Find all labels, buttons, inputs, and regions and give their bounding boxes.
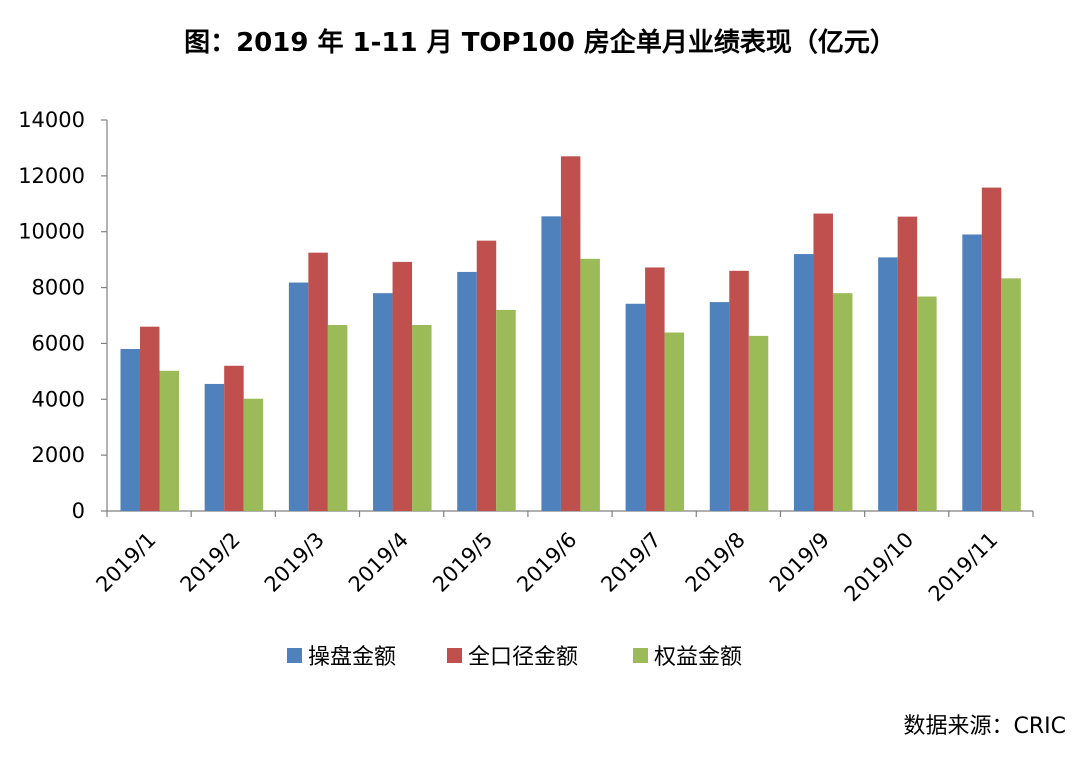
bar-2019-5-s2 — [496, 309, 516, 511]
y-tick-label: 6000 — [32, 331, 85, 355]
bar-2019-9-s2 — [832, 293, 853, 511]
x-tick-label: 2019/1 — [91, 528, 160, 597]
bar-chart: 2019/1 2019/2 2019/3 2019/4 2019/5 2019/6 2019… — [18, 108, 1034, 670]
y-tick-label: 8000 — [32, 276, 85, 300]
bar-2019-5-s0 — [457, 271, 477, 511]
y-tick-labels: 0 2000 4000 6000 8000 10000 12000 14000 — [18, 108, 107, 523]
bar-2019-10-s1 — [897, 216, 918, 511]
x-tick-label: 2019/3 — [260, 528, 329, 597]
bar-2019-3-s1 — [308, 252, 328, 512]
bar-2019-2-s2 — [243, 398, 264, 511]
bar-2019-8-s1 — [729, 270, 749, 511]
legend-label: 权益金额 — [654, 645, 742, 670]
bar-2019-9-s1 — [813, 213, 833, 511]
legend-label: 操盘金额 — [308, 645, 396, 670]
bar-2019-7-s0 — [625, 303, 646, 511]
bar-2019-1-s2 — [159, 370, 179, 511]
bar-2019-4-s2 — [412, 324, 432, 511]
bar-2019-4-s1 — [392, 261, 413, 511]
bar-2019-9-s0 — [793, 254, 814, 512]
bar-2019-6-s2 — [580, 258, 600, 511]
x-tick-label: 2019/8 — [681, 528, 750, 597]
bar-2019-3-s0 — [288, 282, 309, 511]
x-tick-label: 2019/4 — [344, 528, 413, 597]
y-tick-label: 0 — [72, 499, 85, 523]
bar-2019-11-s0 — [962, 234, 982, 511]
bar-2019-7-s1 — [645, 267, 665, 511]
chart-title: 图：2019 年 1-11 月 TOP100 房企单月业绩表现（亿元） — [184, 28, 896, 58]
x-tick-label: 2019/6 — [512, 528, 581, 597]
bar-2019-6-s0 — [541, 216, 561, 511]
x-tick-label: 2019/11 — [924, 528, 1003, 607]
x-tick-labels: 2019/1 2019/2 2019/3 2019/4 2019/5 2019/6 2019… — [91, 528, 1002, 607]
x-tick-label: 2019/5 — [428, 528, 497, 597]
bar-2019-8-s2 — [748, 335, 769, 511]
legend-swatch — [287, 648, 302, 663]
legend-swatch — [447, 648, 462, 663]
bar-2019-2-s1 — [224, 365, 244, 511]
legend-swatch — [633, 648, 648, 663]
data-source: 数据来源：CRIC — [903, 714, 1067, 739]
x-tick-label: 2019/7 — [596, 528, 665, 597]
y-tick-label: 14000 — [18, 108, 85, 132]
bar-2019-11-s1 — [981, 187, 1002, 511]
bar-2019-2-s0 — [204, 383, 225, 511]
x-tick-label: 2019/10 — [840, 528, 919, 607]
bar-2019-11-s2 — [1001, 278, 1021, 511]
y-tick-label: 4000 — [32, 387, 85, 411]
x-tick-label: 2019/9 — [765, 528, 834, 597]
bar-2019-10-s0 — [878, 257, 898, 511]
x-tick-label: 2019/2 — [176, 528, 245, 597]
bar-2019-6-s1 — [560, 156, 581, 512]
legend: 操盘金额 全口径金额 权益金额 — [287, 645, 742, 670]
y-tick-label: 10000 — [18, 220, 85, 244]
bar-2019-7-s2 — [664, 332, 685, 511]
chart-bars — [120, 156, 1021, 512]
legend-label: 全口径金额 — [468, 645, 578, 670]
y-tick-label: 2000 — [32, 443, 85, 467]
bar-2019-1-s1 — [140, 326, 160, 511]
y-tick-label: 12000 — [18, 164, 85, 188]
bar-2019-1-s0 — [120, 349, 140, 511]
bar-2019-8-s0 — [709, 302, 730, 511]
bar-2019-4-s0 — [373, 293, 393, 511]
bar-2019-5-s1 — [476, 240, 497, 511]
bar-2019-10-s2 — [917, 296, 937, 511]
bar-2019-3-s2 — [327, 324, 348, 511]
